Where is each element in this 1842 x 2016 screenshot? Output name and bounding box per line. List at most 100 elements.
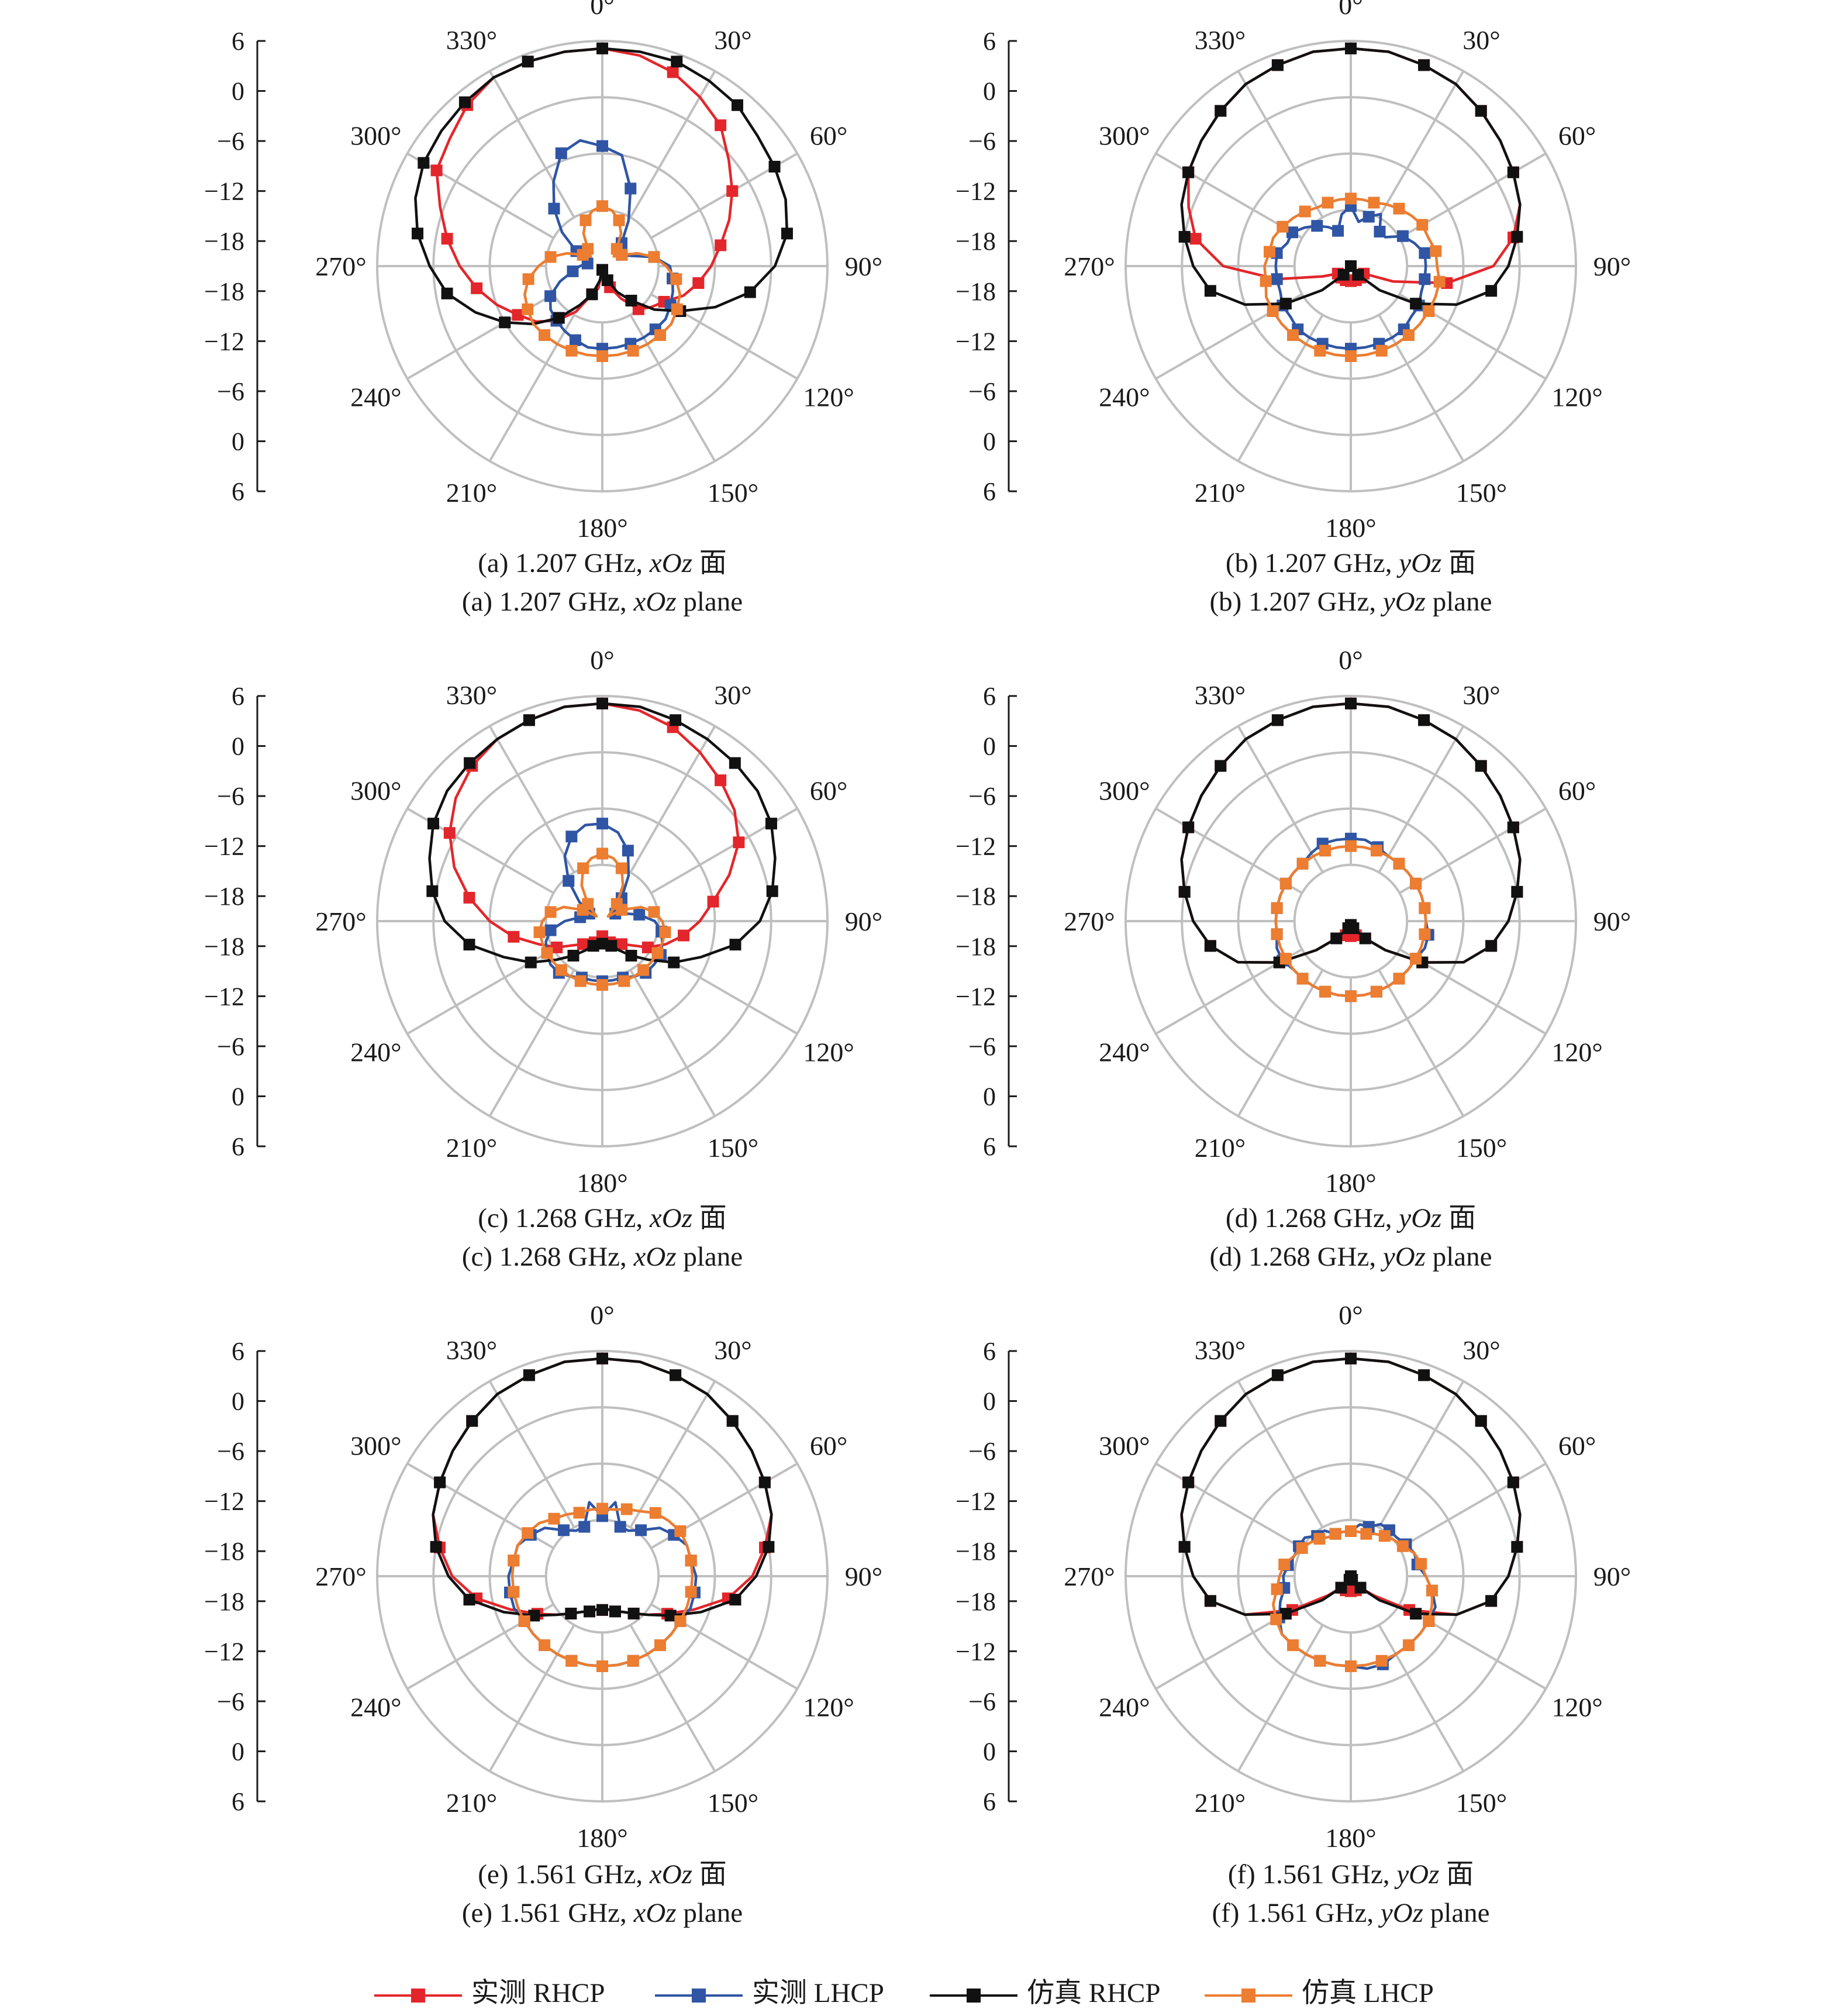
series-marker <box>726 1415 739 1427</box>
grid-spoke <box>629 1624 716 1772</box>
series-marker <box>664 1610 677 1622</box>
angle-label: 30° <box>714 1335 751 1365</box>
caption-zh: (e) 1.561 GHz, xOz 面 <box>478 1859 727 1890</box>
radial-tick-label: −18 <box>956 932 996 961</box>
series-marker <box>1330 932 1343 945</box>
series-marker <box>715 774 727 787</box>
radial-tick-label: −12 <box>956 832 996 861</box>
angle-label: 330° <box>1195 25 1246 55</box>
series-marker <box>463 1594 475 1606</box>
angle-label: 180° <box>1325 513 1376 543</box>
polar-chart-a: 0° 30° 60° 90° 120° 150° 180° 210° 240° 270° 300° 3… <box>204 0 882 543</box>
angle-label: 240° <box>350 1693 401 1722</box>
series-marker <box>729 757 741 769</box>
grid-spoke <box>629 70 716 218</box>
legend: 实测 RHCP 实测 LHCP 仿真 RHCP 仿真 LHCP <box>0 1976 1842 2011</box>
series-marker <box>641 941 654 953</box>
series-marker <box>1313 1533 1326 1545</box>
radial-tick-label: −6 <box>217 377 244 406</box>
series-marker <box>1345 42 1357 54</box>
series-marker <box>668 956 680 969</box>
series-marker <box>1418 59 1430 71</box>
grid-spoke <box>1399 1462 1547 1549</box>
radial-tick-label: −12 <box>204 982 244 1011</box>
series-marker <box>758 1476 771 1488</box>
series-marker <box>463 939 475 951</box>
series-marker <box>596 42 608 54</box>
radial-tick-label: 6 <box>232 682 244 711</box>
legend-label: 实测 RHCP <box>471 1978 605 2008</box>
series-marker <box>596 697 608 709</box>
series-marker <box>596 818 608 830</box>
series-marker <box>1345 840 1357 852</box>
series-marker <box>613 214 625 226</box>
grid-spoke <box>488 1624 575 1772</box>
series-marker <box>671 303 683 315</box>
series-marker <box>1204 1595 1216 1607</box>
series-marker <box>553 312 565 324</box>
series-marker <box>464 757 476 769</box>
grid-spoke <box>629 1380 716 1528</box>
series-marker <box>565 1607 577 1619</box>
radial-tick-label: 0 <box>232 1737 244 1766</box>
series-marker <box>1423 305 1435 317</box>
legend-swatch-measured-rhcp <box>374 1989 462 2003</box>
legend-swatch-measured-lhcp <box>655 1989 743 2003</box>
series-marker <box>577 862 589 874</box>
series-marker <box>426 885 439 897</box>
series-marker <box>1182 166 1195 178</box>
radial-tick-label: −12 <box>956 327 996 356</box>
series-marker <box>463 891 475 904</box>
series-marker <box>596 1352 608 1364</box>
series-marker <box>685 1555 697 1567</box>
grid-spoke <box>1237 1380 1324 1528</box>
series-marker <box>781 228 793 240</box>
series-marker <box>731 99 743 111</box>
angle-label: 180° <box>577 513 627 543</box>
series-marker <box>441 233 453 245</box>
series-marker <box>1416 219 1429 231</box>
series-marker <box>528 1610 540 1622</box>
series-marker <box>573 1507 585 1519</box>
angle-label: 60° <box>810 121 847 151</box>
series-marker <box>1271 1369 1284 1381</box>
series-marker <box>670 714 682 726</box>
caption-zh: (f) 1.561 GHz, yOz 面 <box>1227 1859 1474 1890</box>
series-marker <box>1260 275 1272 287</box>
radial-tick-label: 6 <box>232 477 244 506</box>
series-marker <box>1410 953 1422 965</box>
legend-swatch-simulated-lhcp <box>1205 1989 1292 2003</box>
series-marker <box>1485 285 1498 297</box>
series-marker <box>763 1541 775 1553</box>
series-marker <box>1271 902 1283 914</box>
series-marker <box>555 147 567 160</box>
series-marker <box>671 56 683 68</box>
series-marker <box>733 836 745 849</box>
series-marker <box>1418 1369 1430 1381</box>
radial-tick-label: −18 <box>956 1537 996 1566</box>
radial-tick-label: −12 <box>956 1637 996 1666</box>
series-marker <box>1345 1660 1357 1672</box>
series-marker <box>522 303 534 315</box>
series-marker <box>418 157 430 169</box>
radial-tick-label: 0 <box>983 427 996 456</box>
angle-label: 240° <box>1099 1038 1150 1067</box>
angle-label: 90° <box>845 907 882 936</box>
series-marker <box>565 1655 578 1667</box>
series-marker <box>522 273 534 285</box>
grid-spoke <box>1378 1380 1465 1528</box>
grid-spoke <box>1378 1624 1465 1772</box>
radial-tick-label: −6 <box>217 1032 244 1061</box>
series-marker <box>577 938 589 950</box>
grid-spoke <box>1378 314 1465 462</box>
radial-tick-label: 0 <box>983 732 996 761</box>
series-marker <box>1277 220 1289 233</box>
series-marker <box>1271 273 1283 285</box>
series-marker <box>1204 940 1216 952</box>
radial-tick-label: −6 <box>968 127 996 156</box>
series-marker <box>1189 233 1202 245</box>
series-marker <box>1215 105 1227 117</box>
grid-spoke <box>1399 807 1547 894</box>
series-marker <box>523 1369 535 1381</box>
